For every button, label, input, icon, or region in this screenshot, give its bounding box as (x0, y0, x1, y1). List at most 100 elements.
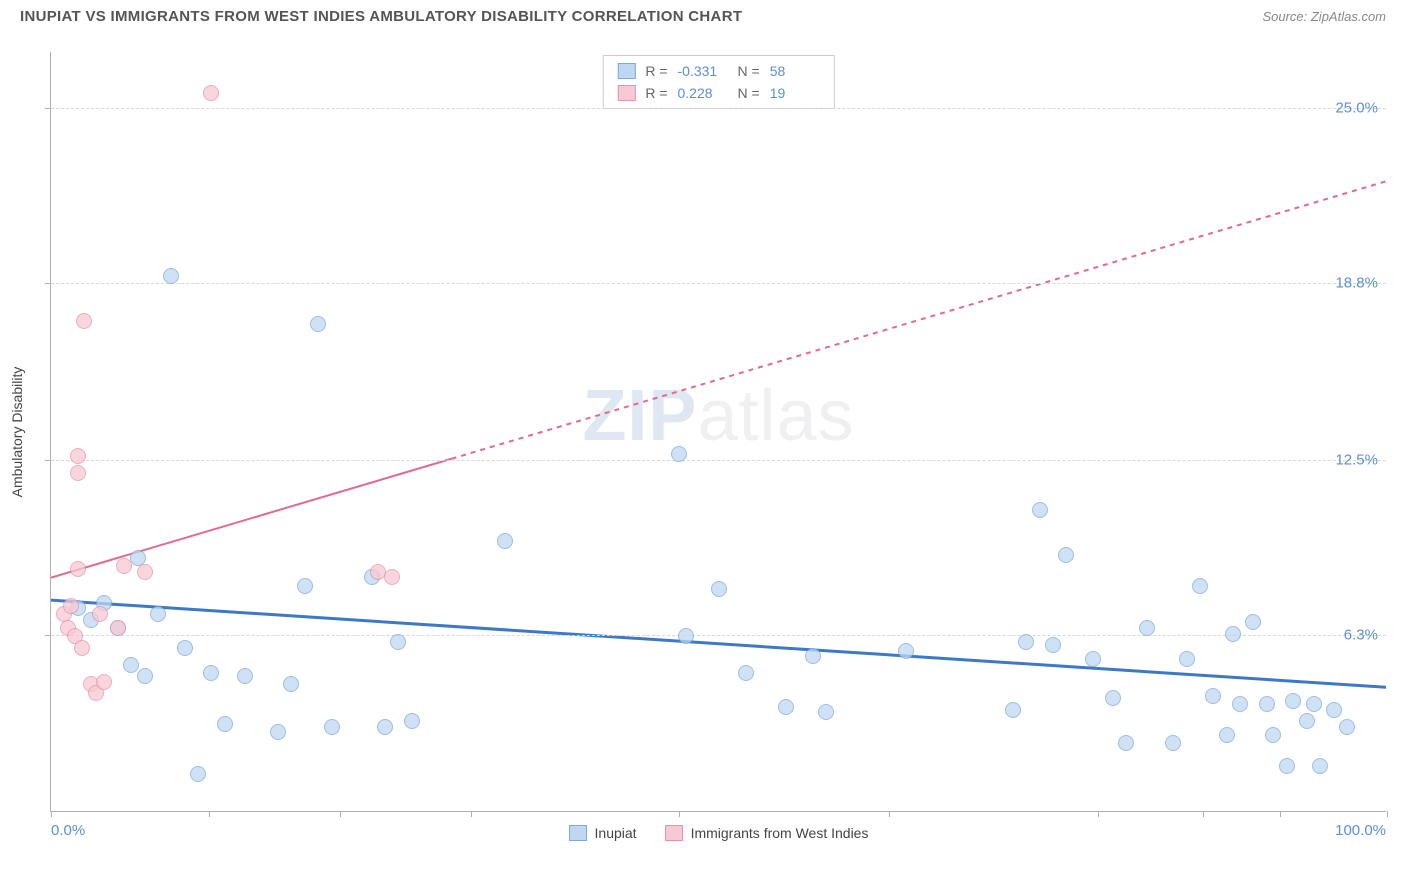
point-inupiat (1105, 690, 1121, 706)
point-inupiat (270, 724, 286, 740)
x-tick (679, 811, 680, 817)
legend-stats-row-0: R = -0.331 N = 58 (617, 60, 819, 82)
point-inupiat (1165, 735, 1181, 751)
point-inupiat (190, 766, 206, 782)
legend-stats-row-1: R = 0.228 N = 19 (617, 82, 819, 104)
point-westindies (110, 620, 126, 636)
point-inupiat (1265, 727, 1281, 743)
point-inupiat (1005, 702, 1021, 718)
gridline (51, 635, 1386, 636)
point-inupiat (1259, 696, 1275, 712)
x-tick (51, 811, 52, 817)
point-inupiat (137, 668, 153, 684)
point-inupiat (404, 713, 420, 729)
y-tick-label: 6.3% (1344, 626, 1378, 643)
point-inupiat (1219, 727, 1235, 743)
point-inupiat (1312, 758, 1328, 774)
point-inupiat (805, 648, 821, 664)
r-value-1: 0.228 (678, 82, 728, 104)
point-inupiat (1285, 693, 1301, 709)
point-inupiat (1306, 696, 1322, 712)
x-tick (471, 811, 472, 817)
point-inupiat (203, 665, 219, 681)
point-westindies (116, 558, 132, 574)
point-inupiat (297, 578, 313, 594)
x-tick (889, 811, 890, 817)
n-label: N = (738, 60, 760, 82)
point-inupiat (1032, 502, 1048, 518)
point-inupiat (237, 668, 253, 684)
point-inupiat (1225, 626, 1241, 642)
source-label: Source: ZipAtlas.com (1262, 9, 1386, 24)
point-inupiat (1085, 651, 1101, 667)
legend-swatch-icon (665, 825, 683, 841)
chart-title: INUPIAT VS IMMIGRANTS FROM WEST INDIES A… (20, 8, 742, 25)
watermark: ZIPatlas (582, 375, 854, 457)
point-inupiat (497, 533, 513, 549)
point-inupiat (1192, 578, 1208, 594)
point-inupiat (177, 640, 193, 656)
legend-label: Inupiat (595, 825, 637, 841)
point-inupiat (1118, 735, 1134, 751)
x-tick (1203, 811, 1204, 817)
x-tick (209, 811, 210, 817)
point-inupiat (324, 719, 340, 735)
point-inupiat (390, 634, 406, 650)
point-westindies (384, 569, 400, 585)
point-inupiat (377, 719, 393, 735)
point-inupiat (711, 581, 727, 597)
r-label: R = (645, 82, 667, 104)
point-westindies (70, 448, 86, 464)
x-tick (340, 811, 341, 817)
point-inupiat (1018, 634, 1034, 650)
y-tick (45, 635, 51, 636)
point-inupiat (1279, 758, 1295, 774)
point-inupiat (123, 657, 139, 673)
point-inupiat (738, 665, 754, 681)
legend-series: Inupiat Immigrants from West Indies (569, 825, 869, 841)
y-tick (45, 283, 51, 284)
n-label: N = (738, 82, 760, 104)
y-tick-label: 12.5% (1335, 452, 1378, 469)
n-value-1: 19 (770, 82, 820, 104)
point-inupiat (778, 699, 794, 715)
point-inupiat (283, 676, 299, 692)
point-inupiat (1232, 696, 1248, 712)
point-inupiat (678, 628, 694, 644)
gridline (51, 108, 1386, 109)
point-inupiat (818, 704, 834, 720)
point-westindies (96, 674, 112, 690)
point-inupiat (1058, 547, 1074, 563)
point-westindies (76, 313, 92, 329)
trend-lines (51, 52, 1386, 811)
r-label: R = (645, 60, 667, 82)
point-westindies (92, 606, 108, 622)
point-inupiat (150, 606, 166, 622)
legend-swatch-icon (569, 825, 587, 841)
point-westindies (203, 85, 219, 101)
x-axis-max-label: 100.0% (1335, 822, 1386, 839)
n-value-0: 58 (770, 60, 820, 82)
x-tick (1098, 811, 1099, 817)
point-inupiat (1245, 614, 1261, 630)
y-tick (45, 108, 51, 109)
point-westindies (70, 465, 86, 481)
point-inupiat (310, 316, 326, 332)
x-tick (1280, 811, 1281, 817)
point-inupiat (163, 268, 179, 284)
scatter-chart: ZIPatlas Ambulatory Disability R = -0.33… (50, 52, 1386, 812)
point-westindies (63, 598, 79, 614)
legend-swatch-inupiat (617, 63, 635, 79)
gridline (51, 460, 1386, 461)
gridline (51, 283, 1386, 284)
point-inupiat (1179, 651, 1195, 667)
point-inupiat (898, 643, 914, 659)
point-westindies (137, 564, 153, 580)
point-westindies (70, 561, 86, 577)
point-inupiat (1299, 713, 1315, 729)
y-axis-title: Ambulatory Disability (9, 366, 25, 497)
point-inupiat (1326, 702, 1342, 718)
y-tick-label: 25.0% (1335, 100, 1378, 117)
point-inupiat (1205, 688, 1221, 704)
point-inupiat (1045, 637, 1061, 653)
